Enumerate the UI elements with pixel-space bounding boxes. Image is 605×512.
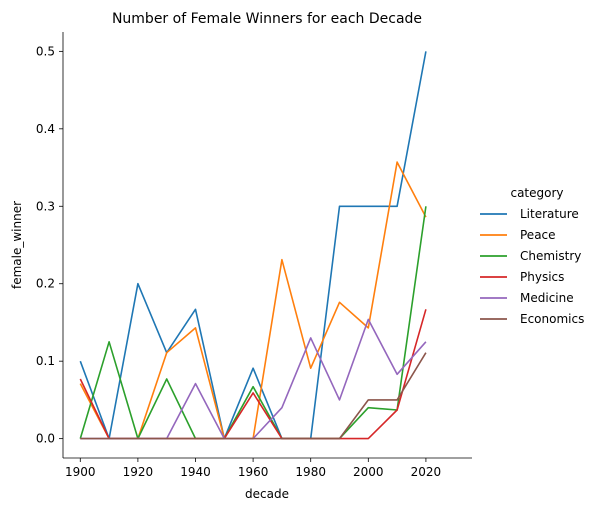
x-ticks: 1900 1920 1940 1960 1980 2000 2020 — [65, 458, 441, 479]
series-line-peace — [79, 161, 427, 440]
axes — [62, 32, 472, 459]
legend-label-physics: Physics — [520, 270, 564, 284]
y-tick-label: 0.0 — [36, 432, 55, 446]
x-axis-title: decade — [245, 487, 289, 501]
x-tick-label: 2000 — [353, 465, 384, 479]
legend-title: category — [510, 186, 563, 200]
y-tick-label: 0.5 — [36, 44, 55, 58]
series-line-economics — [80, 352, 427, 440]
legend-label-literature: Literature — [520, 207, 579, 221]
legend-label-chemistry: Chemistry — [520, 249, 581, 263]
legend-label-peace: Peace — [520, 228, 556, 242]
series-line-chemistry — [79, 206, 427, 440]
x-tick-label: 1980 — [295, 465, 326, 479]
x-tick-label: 1940 — [180, 465, 211, 479]
y-ticks: 0.0 0.1 0.2 0.3 0.4 0.5 — [36, 44, 63, 446]
x-tick-label: 2020 — [411, 465, 442, 479]
legend-label-medicine: Medicine — [520, 291, 574, 305]
series-line-literature — [79, 51, 427, 440]
legend-label-economics: Economics — [520, 312, 584, 326]
y-tick-label: 0.4 — [36, 122, 55, 136]
y-tick-label: 0.3 — [36, 199, 55, 213]
legend: category Literature Peace Chemistry Physics… — [480, 186, 584, 326]
y-tick-label: 0.2 — [36, 277, 55, 291]
series-lines — [79, 51, 427, 440]
legend-items: Literature Peace Chemistry Physics Medicine E… — [480, 207, 584, 326]
x-tick-label: 1920 — [123, 465, 154, 479]
y-tick-label: 0.1 — [36, 354, 55, 368]
x-tick-label: 1900 — [65, 465, 96, 479]
y-axis-title: female_winner — [10, 201, 24, 289]
chart-title: Number of Female Winners for each Decade — [112, 11, 422, 27]
x-tick-label: 1960 — [238, 465, 269, 479]
